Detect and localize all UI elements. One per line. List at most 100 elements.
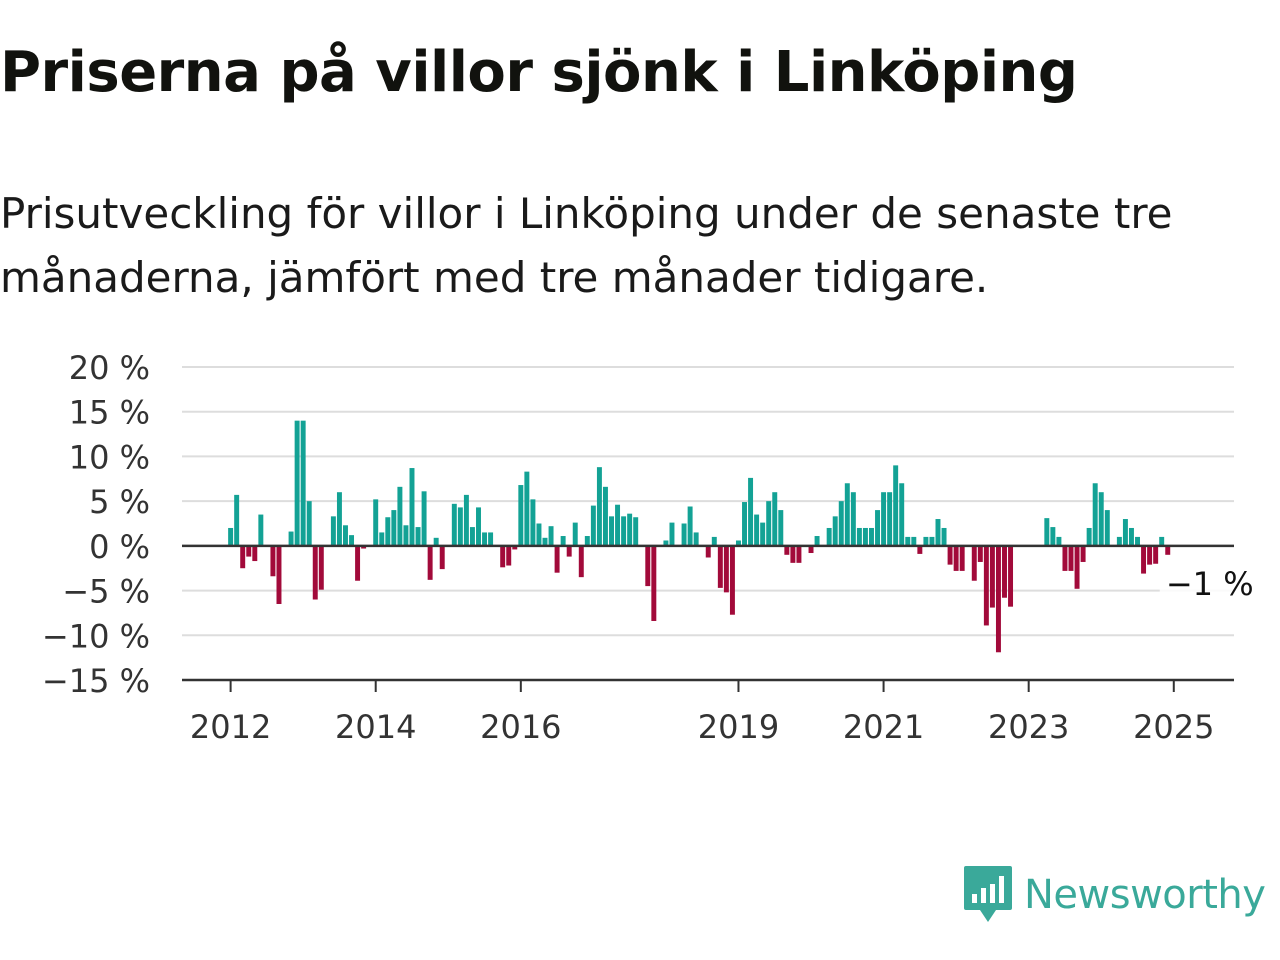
- bar: [439, 545, 445, 570]
- bar: [621, 516, 627, 546]
- bar: [1098, 492, 1104, 546]
- bar: [953, 545, 959, 571]
- newsworthy-logo-icon: [964, 866, 1012, 922]
- bar: [615, 504, 621, 546]
- bar: [1116, 536, 1122, 546]
- bar: [1002, 545, 1007, 598]
- bar: [651, 545, 657, 621]
- bar: [1104, 510, 1110, 546]
- y-tick-label: 10 %: [69, 438, 150, 476]
- x-tick-label: 2014: [335, 708, 416, 746]
- bar: [500, 545, 506, 568]
- bar: [875, 510, 881, 546]
- bar: [240, 545, 246, 569]
- bar: [602, 486, 608, 546]
- bar: [1153, 545, 1159, 564]
- bar: [645, 545, 651, 587]
- x-tick-label: 2023: [988, 708, 1069, 746]
- axes: [182, 544, 1234, 682]
- bar: [349, 535, 355, 546]
- bar: [518, 485, 524, 546]
- page-subtitle: Prisutveckling för villor i Linköping un…: [0, 189, 1173, 302]
- x-axis-labels: 2012 2014 2016 2019 2021 2023 2025: [190, 680, 1215, 746]
- bar: [778, 510, 784, 546]
- bar: [433, 537, 439, 546]
- y-tick-label: 0 %: [89, 528, 150, 566]
- bar: [294, 420, 300, 546]
- y-tick-label: −5 %: [62, 573, 150, 611]
- bar: [923, 536, 929, 546]
- bar: [488, 532, 494, 546]
- bar: [234, 494, 240, 546]
- bar: [1128, 527, 1134, 546]
- bar: [687, 506, 693, 546]
- bar: [717, 545, 723, 588]
- bar: [959, 545, 965, 571]
- bar: [343, 525, 348, 546]
- bar: [427, 545, 433, 580]
- bar: [457, 507, 463, 546]
- bar: [856, 527, 862, 546]
- bar: [318, 545, 324, 590]
- bar: [554, 545, 560, 573]
- bar: [1068, 545, 1074, 571]
- bar: [373, 499, 379, 546]
- bar: [330, 516, 336, 546]
- bar: [609, 516, 614, 546]
- bar: [566, 545, 572, 557]
- bar: [893, 465, 899, 546]
- bar: [590, 505, 596, 546]
- bar: [1080, 545, 1086, 562]
- bar: [1165, 545, 1171, 555]
- bar: [584, 536, 590, 546]
- bar: [627, 513, 633, 546]
- bar: [361, 545, 367, 549]
- bar: [814, 536, 820, 546]
- bar: [1147, 545, 1153, 565]
- bar: [300, 420, 306, 546]
- bar: [735, 540, 741, 546]
- bar: [772, 492, 778, 546]
- bar: [596, 467, 602, 546]
- bar: [663, 540, 669, 546]
- bar: [542, 537, 548, 546]
- bar: [881, 492, 887, 546]
- y-tick-label: −15 %: [42, 662, 150, 700]
- bar: [560, 536, 566, 546]
- x-tick-label: 2019: [698, 708, 779, 746]
- bar: [1008, 545, 1014, 607]
- bar: [270, 545, 276, 577]
- bar: [742, 502, 747, 546]
- y-tick-label: 5 %: [89, 483, 150, 521]
- bar: [578, 545, 584, 578]
- bar: [748, 477, 754, 546]
- bar: [530, 499, 536, 546]
- gridlines: [182, 366, 1234, 637]
- page-title: Priserna på villor sjönk i Linköping: [0, 40, 1078, 105]
- bar: [1056, 536, 1062, 546]
- bar: [1141, 545, 1147, 574]
- annotation-background: [1159, 566, 1260, 603]
- bar: [391, 510, 397, 546]
- bar: [947, 545, 953, 565]
- x-tick-label: 2021: [843, 708, 924, 746]
- bar: [512, 545, 518, 550]
- bar: [1050, 527, 1056, 546]
- bar: [379, 532, 385, 546]
- y-axis-labels: 20 % 15 % 10 % 5 % 0 % −5 % −10 % −15 %: [42, 349, 150, 700]
- bar: [246, 545, 252, 557]
- bar: [929, 536, 935, 546]
- bar: [451, 503, 457, 546]
- bar: [276, 545, 282, 604]
- bar: [832, 516, 838, 546]
- bar: [844, 483, 850, 546]
- bar: [983, 545, 989, 626]
- bar: [252, 545, 258, 562]
- bar: [838, 501, 844, 546]
- bar: [258, 514, 264, 546]
- bar: [971, 545, 977, 581]
- bar: [409, 468, 415, 546]
- bar: [723, 545, 729, 593]
- bar: [796, 545, 802, 563]
- bar: [790, 545, 796, 563]
